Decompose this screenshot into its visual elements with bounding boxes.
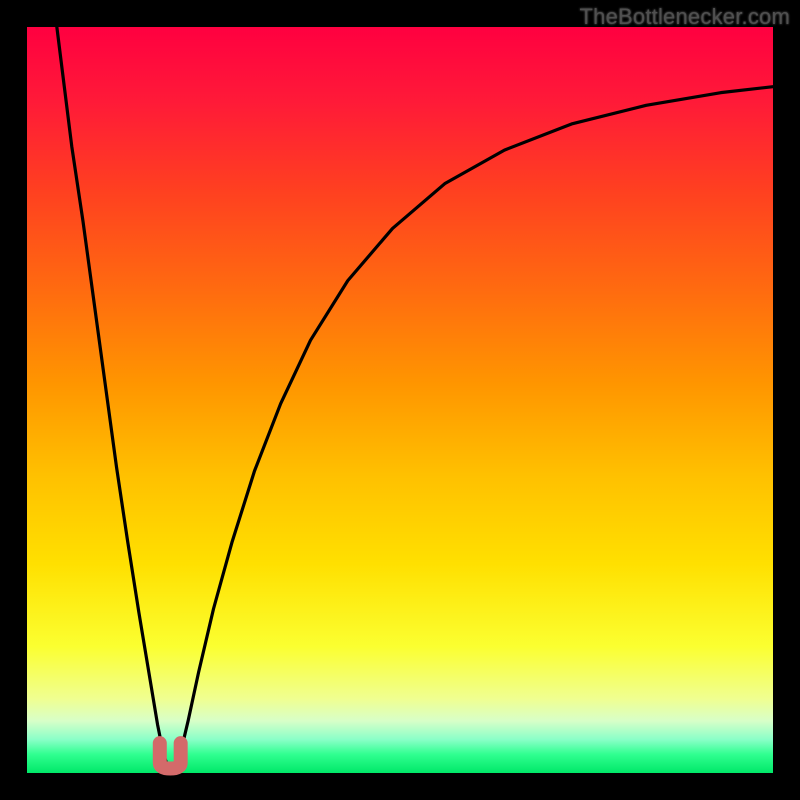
chart-stage: TheBottlenecker.com — [0, 0, 800, 800]
watermark-text: TheBottlenecker.com — [580, 4, 790, 30]
bottleneck-chart — [0, 0, 800, 800]
plot-area — [27, 27, 773, 773]
